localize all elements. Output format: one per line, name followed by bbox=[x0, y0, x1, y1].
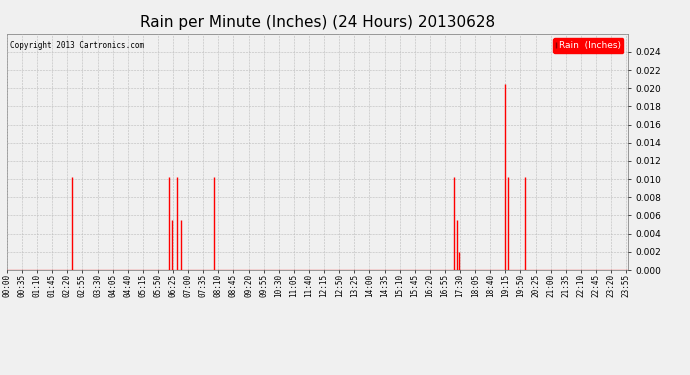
Title: Rain per Minute (Inches) (24 Hours) 20130628: Rain per Minute (Inches) (24 Hours) 2013… bbox=[140, 15, 495, 30]
Text: Copyright 2013 Cartronics.com: Copyright 2013 Cartronics.com bbox=[10, 41, 144, 50]
Legend: Rain  (Inches): Rain (Inches) bbox=[553, 38, 623, 53]
